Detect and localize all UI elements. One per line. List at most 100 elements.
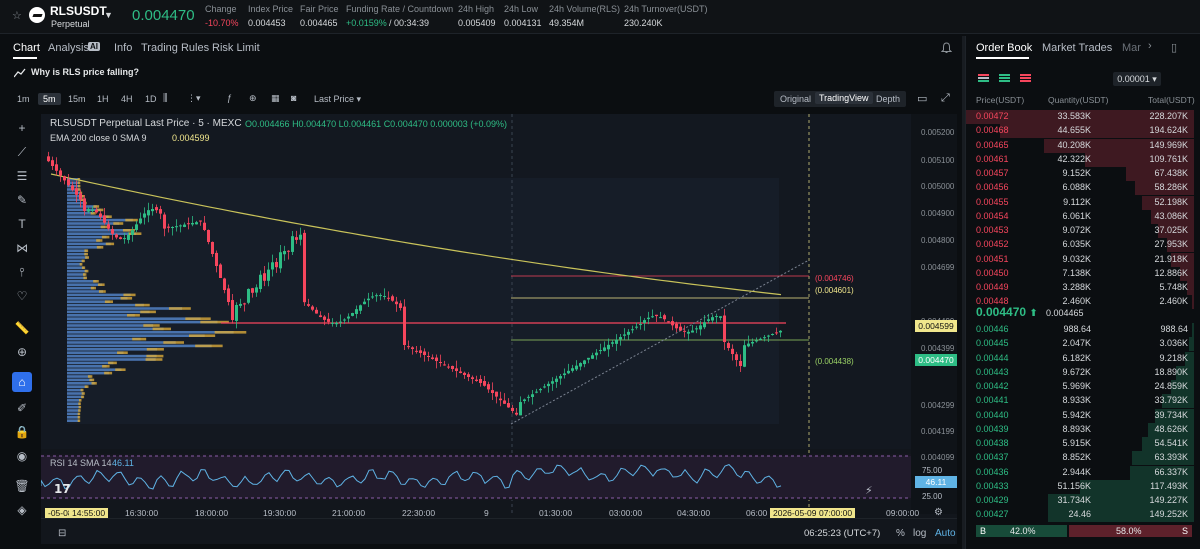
tab-info[interactable]: Info: [114, 42, 133, 54]
ruler-icon[interactable]: 📏: [14, 321, 30, 335]
range-box: [67, 178, 779, 424]
percent-scale-toggle[interactable]: %: [896, 528, 905, 539]
ask-row[interactable]: 0.00468 44.655K 194.624K: [966, 124, 1194, 139]
fullscreen-icon[interactable]: ⤢: [941, 92, 950, 104]
crosshair-icon[interactable]: +: [18, 121, 26, 135]
timeframe-1d[interactable]: 1D: [145, 94, 157, 104]
timeframe-1h[interactable]: 1H: [97, 94, 109, 104]
ask-row[interactable]: 0.00455 9.112K 52.198K: [966, 195, 1194, 210]
chart-area[interactable]: RLSUSDT Perpetual Last Price · 5 · MEXC …: [41, 114, 957, 544]
pattern-icon[interactable]: ⋈: [16, 241, 28, 255]
trash-icon[interactable]: 🗑: [14, 479, 30, 493]
candle-body: [743, 345, 746, 367]
chart-settings-gear-icon[interactable]: ⚙: [934, 507, 943, 518]
both-sides-view-icon[interactable]: [978, 74, 989, 83]
bid-row[interactable]: 0.00445 2.047K 3.036K: [966, 337, 1194, 352]
auto-scale-toggle[interactable]: Auto: [935, 528, 956, 539]
camera-icon[interactable]: ◙: [291, 93, 297, 103]
timeframe-4h[interactable]: 4H: [121, 94, 133, 104]
candle-body: [99, 213, 102, 218]
view-tradingview[interactable]: TradingView: [815, 92, 873, 104]
ask-row[interactable]: 0.00449 3.288K 5.748K: [966, 281, 1194, 295]
log-scale-toggle[interactable]: log: [913, 528, 927, 539]
bid-row[interactable]: 0.00444 6.182K 9.218K: [966, 351, 1194, 366]
ask-row[interactable]: 0.00451 9.032K 21.918K: [966, 252, 1194, 267]
timeframe-15m[interactable]: 15m: [68, 94, 86, 104]
bid-row[interactable]: 0.00436 2.944K 66.337K: [966, 465, 1194, 480]
date-range-icon[interactable]: ⊟: [58, 528, 67, 539]
tab-market-more[interactable]: Mar: [1122, 42, 1141, 54]
view-depth[interactable]: Depth: [876, 94, 901, 104]
bid-row[interactable]: 0.00442 5.969K 24.859K: [966, 380, 1194, 394]
ask-row[interactable]: 0.00457 9.152K 67.438K: [966, 167, 1194, 181]
tab-order-book[interactable]: Order Book: [976, 42, 1033, 54]
asks-only-view-icon[interactable]: [1020, 74, 1031, 83]
layout-panel-icon[interactable]: ▭: [917, 93, 928, 105]
banner-text[interactable]: Why is RLS price falling?: [31, 67, 140, 77]
candle-body: [615, 339, 618, 344]
tab-trading-rules[interactable]: Trading Rules: [141, 42, 210, 54]
brush-icon[interactable]: ✎: [16, 193, 28, 207]
text-tool-icon[interactable]: T: [18, 217, 26, 231]
rsi-settings-icon[interactable]: ⚡: [865, 485, 873, 497]
bid-row[interactable]: 0.00440 5.942K 39.734K: [966, 408, 1194, 423]
layout-icon[interactable]: ▦: [271, 93, 280, 103]
lock-icon[interactable]: 🔒: [14, 425, 30, 439]
symbol-name[interactable]: RLSUSDT: [50, 4, 107, 18]
bid-row[interactable]: 0.00443 9.672K 18.890K: [966, 365, 1194, 380]
symbol-dropdown-icon[interactable]: ▼: [104, 10, 113, 20]
tab-chart[interactable]: Chart: [13, 42, 40, 54]
eye-icon[interactable]: ◉: [16, 449, 28, 463]
volume-profile-bar: [67, 382, 95, 385]
bid-row[interactable]: 0.00441 8.933K 33.792K: [966, 394, 1194, 409]
indicators-icon[interactable]: ƒ: [227, 93, 233, 103]
ask-row[interactable]: 0.00472 33.583K 228.207K: [966, 110, 1194, 124]
price-chart[interactable]: [41, 114, 957, 544]
collapse-panel-icon[interactable]: ▯: [1171, 42, 1178, 54]
ask-row[interactable]: 0.00450 7.138K 12.886K: [966, 266, 1194, 281]
tab-risk-limit[interactable]: Risk Limit: [212, 42, 260, 54]
news-banner[interactable]: Why is RLS price falling?: [0, 62, 962, 84]
panel-divider[interactable]: [962, 36, 965, 549]
bids-only-view-icon[interactable]: [999, 74, 1010, 83]
ask-row[interactable]: 0.00452 6.035K 27.953K: [966, 238, 1194, 253]
forecast-icon[interactable]: ⫯: [19, 264, 25, 279]
ask-row[interactable]: 0.00465 40.208K 149.969K: [966, 138, 1194, 153]
pencil-lock-icon[interactable]: ✐: [16, 401, 28, 415]
bid-row[interactable]: 0.00446 988.64 988.64: [966, 323, 1194, 337]
horizontal-lines-icon[interactable]: ☰: [16, 169, 28, 183]
candle-body: [719, 316, 722, 318]
bid-row[interactable]: 0.00438 5.915K 54.541K: [966, 437, 1194, 451]
tab-market-trades[interactable]: Market Trades: [1042, 42, 1113, 54]
ask-row[interactable]: 0.00456 6.088K 58.286K: [966, 181, 1194, 196]
bid-row[interactable]: 0.00437 8.852K 63.393K: [966, 451, 1194, 466]
compare-icon[interactable]: ⊕: [249, 93, 257, 103]
drawings-tree-icon[interactable]: ◈: [17, 503, 27, 517]
favorite-heart-icon[interactable]: ♡: [16, 289, 28, 303]
bid-row[interactable]: 0.00429 31.734K 149.227K: [966, 494, 1194, 508]
timeframe-5m[interactable]: 5m: [38, 93, 61, 105]
ask-row[interactable]: 0.00461 42.322K 109.761K: [966, 152, 1194, 167]
volume-profile-bar: [67, 293, 131, 297]
bell-icon[interactable]: [941, 42, 952, 54]
trendline-icon[interactable]: ⟋: [17, 144, 27, 159]
zoom-in-icon[interactable]: ⊕: [16, 345, 28, 359]
tab-analysis[interactable]: Analysis: [48, 42, 89, 54]
ohlc-values: O0.004466 H0.004470 L0.004461 C0.004470 …: [245, 119, 507, 129]
view-original[interactable]: Original: [780, 94, 812, 104]
chevron-right-icon[interactable]: ›: [1148, 40, 1152, 52]
bid-row[interactable]: 0.00439 8.893K 48.626K: [966, 422, 1194, 437]
star-icon[interactable]: ☆: [12, 10, 22, 22]
interval-menu-icon[interactable]: ⋮▾: [187, 93, 201, 103]
ask-row[interactable]: 0.00454 6.061K 43.086K: [966, 209, 1194, 224]
timeframe-1m[interactable]: 1m: [17, 94, 30, 104]
magnet-icon[interactable]: ⌂: [12, 372, 32, 392]
price-type-select[interactable]: Last Price ▾: [314, 94, 362, 104]
candle-type-icon[interactable]: ⫼: [163, 93, 168, 104]
bid-row[interactable]: 0.00427 24.46 149.252K: [966, 508, 1194, 523]
ask-row[interactable]: 0.00453 9.072K 37.025K: [966, 224, 1194, 238]
bid-row[interactable]: 0.00433 51.156K 117.493K: [966, 479, 1194, 494]
ask-row[interactable]: 0.00448 2.460K 2.460K: [966, 295, 1194, 310]
volume-profile-bar: [67, 399, 81, 402]
precision-select[interactable]: 0.00001 ▾: [1113, 72, 1161, 86]
